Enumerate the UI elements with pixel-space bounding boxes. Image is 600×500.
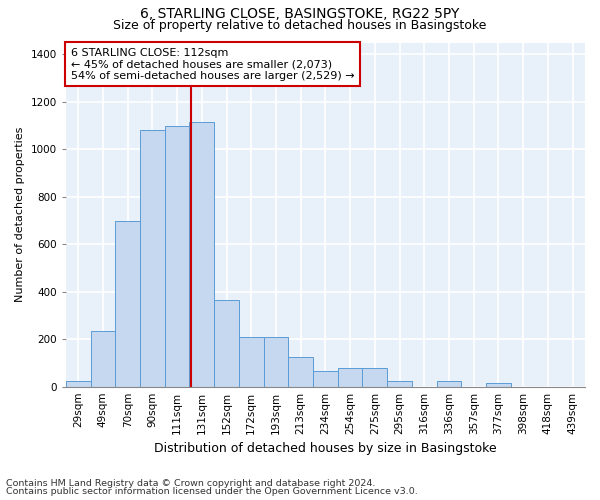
Text: Contains HM Land Registry data © Crown copyright and database right 2024.: Contains HM Land Registry data © Crown c… <box>6 478 376 488</box>
Bar <box>165 126 190 386</box>
Text: Contains public sector information licensed under the Open Government Licence v3: Contains public sector information licen… <box>6 487 418 496</box>
Bar <box>239 337 263 386</box>
Bar <box>387 380 412 386</box>
Y-axis label: Number of detached properties: Number of detached properties <box>15 127 25 302</box>
Text: Size of property relative to detached houses in Basingstoke: Size of property relative to detached ho… <box>113 19 487 32</box>
Bar <box>140 130 165 386</box>
Bar <box>91 331 115 386</box>
Bar <box>313 372 338 386</box>
Bar <box>214 300 239 386</box>
Bar <box>66 380 91 386</box>
Bar <box>362 368 387 386</box>
Bar <box>437 380 461 386</box>
Text: 6, STARLING CLOSE, BASINGSTOKE, RG22 5PY: 6, STARLING CLOSE, BASINGSTOKE, RG22 5PY <box>140 8 460 22</box>
Bar <box>289 357 313 386</box>
Bar <box>486 383 511 386</box>
Text: 6 STARLING CLOSE: 112sqm
← 45% of detached houses are smaller (2,073)
54% of sem: 6 STARLING CLOSE: 112sqm ← 45% of detach… <box>71 48 355 81</box>
X-axis label: Distribution of detached houses by size in Basingstoke: Distribution of detached houses by size … <box>154 442 497 455</box>
Bar <box>263 337 289 386</box>
Bar <box>190 122 214 386</box>
Bar <box>115 220 140 386</box>
Bar <box>338 368 362 386</box>
